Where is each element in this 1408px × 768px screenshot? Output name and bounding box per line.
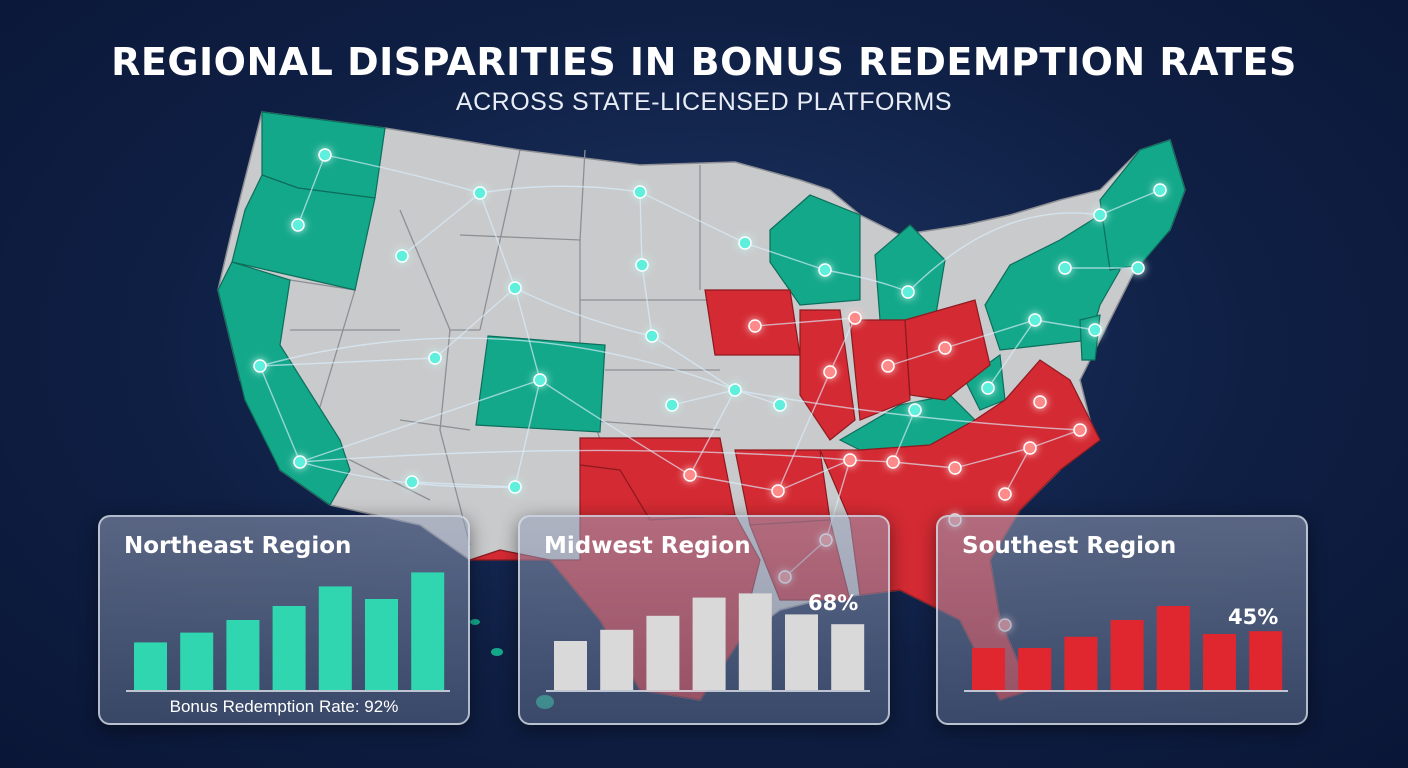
node: [253, 359, 267, 373]
bar: [272, 606, 306, 690]
node-red: [771, 484, 785, 498]
node: [473, 186, 487, 200]
node: [645, 329, 659, 343]
node: [1131, 261, 1145, 275]
node: [395, 249, 409, 263]
percent-label: 68%: [808, 591, 859, 615]
bar: [600, 629, 634, 690]
bar: [646, 615, 680, 690]
bar: [1110, 620, 1144, 690]
node: [633, 185, 647, 199]
bar: [1064, 636, 1098, 690]
node: [1058, 261, 1072, 275]
bar: [1156, 606, 1190, 690]
southeast-region-panel: Southest Region 45%: [936, 515, 1308, 725]
northeast-region-panel: Northeast Region Bonus Redemption Rate: …: [98, 515, 470, 725]
node: [318, 148, 332, 162]
state-michigan: [874, 224, 946, 321]
node-red: [1023, 441, 1037, 455]
node: [728, 383, 742, 397]
node-red: [1073, 423, 1087, 437]
bar-chart: [964, 606, 1288, 692]
state-california: [217, 261, 351, 506]
bar: [411, 572, 445, 690]
midwest-region-panel: Midwest Region 68%: [518, 515, 890, 725]
state-ny-pa: [984, 214, 1121, 351]
bar-chart: [126, 572, 450, 692]
node: [908, 403, 922, 417]
bar: [972, 648, 1005, 690]
bar: [554, 641, 587, 690]
node: [773, 398, 787, 412]
bar: [692, 597, 726, 690]
node-red: [748, 319, 762, 333]
page-title: REGIONAL DISPARITIES IN BONUS REDEMPTION…: [111, 40, 1297, 84]
bar-chart: [546, 593, 870, 692]
percent-label: 45%: [1228, 605, 1279, 629]
state-oregon: [231, 174, 376, 291]
node: [428, 351, 442, 365]
node: [533, 373, 547, 387]
node-red: [1033, 395, 1047, 409]
node: [981, 381, 995, 395]
node: [901, 285, 915, 299]
panel-title: Northeast Region: [124, 533, 352, 559]
node: [1028, 313, 1042, 327]
node-red: [823, 365, 837, 379]
redemption-rate-label: Bonus Redemption Rate: 92%: [169, 697, 399, 716]
state-new-jersey: [1079, 314, 1101, 361]
node: [291, 218, 305, 232]
node: [405, 475, 419, 489]
bar: [1018, 648, 1052, 690]
node: [818, 263, 832, 277]
node: [1153, 183, 1167, 197]
node: [508, 281, 522, 295]
node-red: [938, 341, 952, 355]
node-red: [881, 359, 895, 373]
node: [293, 455, 307, 469]
node-red: [998, 487, 1012, 501]
node-red: [948, 461, 962, 475]
bar: [226, 620, 260, 690]
node-red: [848, 311, 862, 325]
node: [508, 480, 522, 494]
page-subtitle: ACROSS STATE-LICENSED PLATFORMS: [455, 88, 953, 116]
state-wisconsin: [769, 194, 861, 306]
node-red: [886, 455, 900, 469]
bar: [738, 593, 772, 690]
bar: [365, 599, 398, 690]
bar: [785, 614, 818, 690]
panel-title: Southest Region: [962, 533, 1177, 559]
bar: [1249, 631, 1283, 690]
bar: [1203, 634, 1236, 690]
state-new-england: [1099, 139, 1186, 271]
node: [665, 398, 679, 412]
bar: [180, 632, 214, 690]
node: [1093, 208, 1107, 222]
bar: [134, 642, 167, 690]
bar: [831, 624, 865, 690]
node: [1088, 323, 1102, 337]
panel-title: Midwest Region: [544, 533, 751, 559]
node-red: [843, 453, 857, 467]
node-red: [683, 468, 697, 482]
node: [635, 258, 649, 272]
bar: [318, 586, 352, 690]
state-indiana: [849, 319, 911, 421]
node: [738, 236, 752, 250]
